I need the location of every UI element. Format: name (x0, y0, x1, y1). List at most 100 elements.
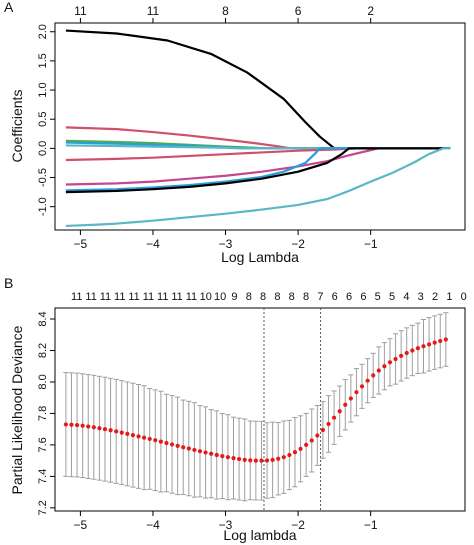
panel-a-series-line (65, 29, 451, 150)
panel-b-point (264, 458, 270, 463)
panel-a-x-tick-label: −3 (219, 237, 233, 251)
panel-b-point (130, 433, 136, 438)
panel-b-point (192, 447, 197, 453)
panel-b-point (108, 428, 113, 433)
panel-a-x-tick-label: −5 (74, 237, 88, 251)
panel-b-point (320, 427, 326, 433)
panel-b-x-tick-label: −2 (291, 518, 305, 532)
panel-b-point (415, 346, 421, 351)
panel-a-y-tick-label: 0.5 (37, 112, 49, 127)
panel-b-y-tick-label: 7.4 (37, 469, 49, 484)
panel-b-point (365, 378, 370, 383)
panel-b-point (343, 402, 348, 407)
panel-b-top-count-label: 2 (432, 291, 438, 303)
panel-b-point (242, 457, 247, 462)
panel-b-point (181, 445, 186, 450)
panel-b-point (214, 452, 219, 458)
panel-a-x-axis-title: Log Lambda (221, 249, 299, 265)
panel-b-y-tick-label: 8.0 (37, 374, 49, 389)
panel-b-top-count-label: 11 (157, 291, 168, 303)
panel-b-point (281, 455, 286, 460)
panel-b-point (421, 344, 426, 349)
panel-a-top-tick-label: 11 (147, 4, 160, 18)
panel-a-y-tick-label: 1.0 (37, 82, 49, 97)
panel-a-series-line (65, 147, 451, 162)
panel-b-point (399, 353, 404, 358)
panel-b-point (142, 435, 147, 440)
panel-b-x-tick-label: −5 (74, 518, 88, 532)
panel-a-top-tick-label: 11 (74, 4, 87, 18)
panel-a-y-tick-label: 1.5 (37, 53, 49, 68)
panel-a-y-axis-title: Coefficients (9, 90, 25, 163)
panel-b-point (432, 340, 437, 345)
panel-b-point (387, 360, 393, 365)
panel-b-point (220, 453, 225, 459)
panel-b-point (304, 442, 309, 448)
panel-b-point (426, 342, 432, 347)
panel-b-point (410, 348, 415, 353)
panel-b-point (147, 436, 152, 442)
panel-b-point (253, 458, 258, 463)
panel-a-x-tick-label: −2 (291, 237, 305, 251)
panel-b-point (69, 422, 74, 427)
panel-b-top-count-label: 6 (360, 291, 366, 303)
panel-a-series-line (65, 147, 451, 186)
panel-b-point (125, 431, 130, 436)
panel-b-top-count-label: 11 (186, 291, 197, 303)
panel-b-label: B (4, 275, 13, 291)
panel-b-point (197, 449, 203, 454)
panel-b-point (270, 457, 275, 462)
panel-b-top-count-label: 8 (260, 291, 266, 303)
panel-b-point (86, 424, 91, 429)
panel-a-top-axis: 11 11 8 6 2 (74, 4, 374, 23)
panel-b-y-tick-label: 7.6 (37, 437, 49, 452)
panel-b-point (287, 452, 292, 458)
panel-a-y-tick-label: -1.0 (37, 197, 49, 216)
panel-b-top-count-label: 5 (375, 291, 381, 303)
panel-b-point (443, 337, 448, 342)
panel-b-point (298, 446, 303, 451)
panel-b-error-bars (63, 312, 449, 502)
panel-b-point (136, 434, 141, 439)
panel-a-x-axis: −5 −4 −3 −2 −1 (74, 229, 378, 251)
panel-b-top-count-label: 11 (128, 291, 139, 303)
panel-b-top-count-label: 11 (100, 291, 111, 303)
panel-b-points (63, 337, 448, 463)
panel-b-top-count-label: 11 (171, 291, 182, 303)
panel-b-x-axis-title: Log lambda (223, 527, 296, 543)
panel-b-point (359, 384, 365, 389)
panel-b-x-axis: −5 −4 −3 −2 −1 (74, 510, 378, 532)
panel-a-top-tick-label: 8 (222, 4, 229, 18)
panel-b-top-count-label: 11 (85, 291, 96, 303)
panel-b-top-count-label: 10 (214, 291, 226, 303)
panel-b-top-count-label: 0 (461, 291, 467, 303)
panel-b-point (158, 439, 163, 444)
panel-a-label: A (4, 0, 14, 15)
panel-b-y-tick-label: 7.8 (37, 406, 49, 421)
panel-b-point (231, 456, 236, 461)
panel-b-top-count-label: 9 (231, 291, 237, 303)
panel-b-point (309, 438, 314, 443)
panel-b-point (175, 443, 180, 448)
panel-b-top-count-label: 11 (71, 291, 82, 303)
panel-b-top-count-label: 3 (418, 291, 424, 303)
panel-b-point (91, 425, 96, 430)
panel-b-top-count-label: 6 (332, 291, 338, 303)
panel-b-x-tick-label: −1 (364, 518, 378, 532)
panel-b-point (354, 390, 359, 395)
panel-b-top-count-label: 4 (403, 291, 409, 303)
panel-b-point (331, 415, 337, 420)
panel-b-point (292, 450, 298, 455)
panel-b-top-count-label: 5 (389, 291, 395, 303)
panel-b-point (259, 458, 264, 463)
panel-b-point (382, 364, 387, 369)
panel-b-point (164, 440, 169, 446)
panel-b-point (63, 422, 68, 427)
panel-b-point (80, 423, 85, 428)
panel-a-y-tick-label: -0.5 (37, 168, 49, 187)
panel-b-top-count-label: 8 (303, 291, 309, 303)
panel-b-point (276, 456, 281, 461)
panel-b-point (393, 356, 398, 362)
panel-b-point (404, 350, 409, 356)
panel-a: A −5 −4 −3 −2 −1 -1.0-0.50.00.51.01.52.0 11 1… (4, 0, 466, 265)
